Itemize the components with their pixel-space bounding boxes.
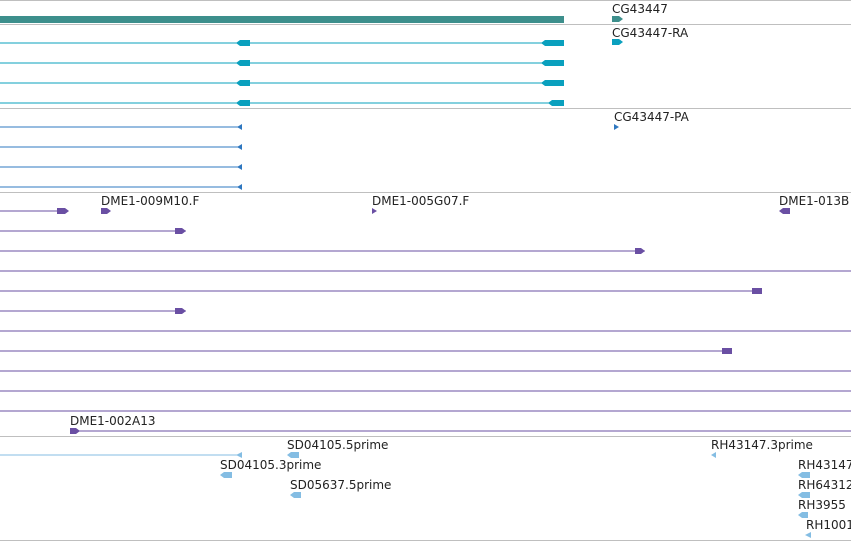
est-label-2[interactable]: RH43147.3prime xyxy=(711,438,813,452)
protein-row[interactable] xyxy=(0,124,242,130)
est-feature[interactable] xyxy=(798,472,810,478)
est-label-5[interactable]: SD05637.5prime xyxy=(290,478,391,492)
est-feature[interactable] xyxy=(290,492,301,498)
est-label-8[interactable]: RH1001 xyxy=(806,518,851,532)
clone-label-b[interactable]: DME1-005G07.F xyxy=(372,194,469,208)
est-feature[interactable] xyxy=(805,532,811,538)
transcript-row[interactable] xyxy=(0,60,564,66)
clone-label-c[interactable]: DME1-013B xyxy=(779,194,849,208)
transcript-row[interactable] xyxy=(0,80,564,86)
clone-row[interactable] xyxy=(0,208,69,214)
clone-row[interactable] xyxy=(70,428,851,434)
clone-row[interactable] xyxy=(0,348,732,354)
est-row[interactable] xyxy=(0,452,242,458)
clone-feature[interactable] xyxy=(372,208,377,214)
transcript-label[interactable]: CG43447-RA xyxy=(612,26,689,40)
protein-label[interactable]: CG43447-PA xyxy=(614,110,690,124)
est-label-3[interactable]: SD04105.3prime xyxy=(220,458,321,472)
protein-row[interactable] xyxy=(0,144,242,150)
protein-row[interactable] xyxy=(0,164,242,170)
protein-track: CG43447-PA xyxy=(0,110,690,190)
est-feature[interactable] xyxy=(798,492,810,498)
est-feature[interactable] xyxy=(287,452,299,458)
clone-track: DME1-009M10.F DME1-005G07.F DME1-013B xyxy=(0,194,851,434)
est-label-1[interactable]: SD04105.5prime xyxy=(287,438,388,452)
clone-label-a[interactable]: DME1-009M10.F xyxy=(101,194,199,208)
clone-feature[interactable] xyxy=(101,208,111,214)
est-label-6[interactable]: RH64312 xyxy=(798,478,851,492)
gene-arrow[interactable] xyxy=(612,16,623,22)
est-feature[interactable] xyxy=(220,472,232,478)
clone-feature[interactable] xyxy=(779,208,790,214)
protein-arrow[interactable] xyxy=(614,124,619,130)
clone-row[interactable] xyxy=(0,308,186,314)
clone-row[interactable] xyxy=(0,288,762,294)
clone-row[interactable] xyxy=(0,228,186,234)
gene-feature[interactable] xyxy=(0,16,564,23)
transcript-track: CG43447-RA xyxy=(0,26,689,106)
gene-label[interactable]: CG43447 xyxy=(612,2,668,16)
transcript-row[interactable] xyxy=(0,40,564,46)
est-label-4[interactable]: RH43147 xyxy=(798,458,851,472)
est-feature[interactable] xyxy=(711,452,716,458)
protein-row[interactable] xyxy=(0,184,242,190)
clone-label-d[interactable]: DME1-002A13 xyxy=(70,414,156,428)
transcript-arrow[interactable] xyxy=(612,39,623,45)
gene-track: CG43447 xyxy=(0,2,668,23)
est-track: SD04105.5prime RH43147.3prime SD04105.3p… xyxy=(0,438,851,538)
est-feature[interactable] xyxy=(798,512,808,518)
est-label-7[interactable]: RH3955 xyxy=(798,498,846,512)
transcript-row[interactable] xyxy=(0,100,564,106)
clone-row[interactable] xyxy=(0,248,645,254)
